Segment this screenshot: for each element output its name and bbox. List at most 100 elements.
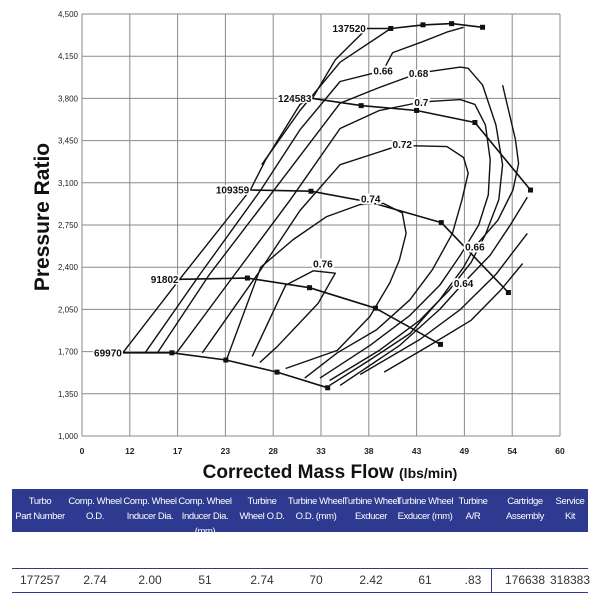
speed-line-marker (372, 305, 378, 311)
table-header-line: O.D. (86, 511, 104, 522)
speed-line-marker (325, 385, 331, 391)
x-tick-label: 17 (173, 446, 183, 456)
surge-line (122, 28, 368, 354)
table-cell: 176638 (504, 573, 546, 587)
table-header-cell: Comp. Wheel Inducer Dia. (mm) (175, 494, 235, 539)
table-header-line: Cartridge (507, 496, 543, 507)
table-header-cell: Turbine Wheel Exducer (mm) (395, 494, 455, 524)
speed-line-marker (274, 369, 280, 375)
table-header-line: Inducer Dia. (126, 511, 174, 522)
efficiency-contour-line (383, 263, 524, 373)
speed-line-marker (308, 188, 314, 194)
x-tick-label: 60 (555, 446, 565, 456)
speed-line-marker (307, 285, 313, 291)
efficiency-label: 0.68 (409, 69, 429, 80)
y-tick-label: 1,350 (58, 390, 79, 399)
table-cell: 2.42 (359, 573, 383, 587)
speed-line-marker (472, 120, 478, 126)
efficiency-contour-0.76 (251, 270, 336, 364)
efficiency-label: 0.66 (373, 67, 393, 78)
speed-line-marker (414, 107, 420, 113)
table-header-line: Turbine (458, 496, 488, 507)
x-tick-label: 54 (507, 446, 517, 456)
efficiency-contour-0.66 (144, 26, 464, 354)
efficiency-contour-0.72 (201, 144, 469, 379)
table-header-line: A/R (465, 511, 481, 522)
table-header-line: Exducer (354, 511, 388, 522)
table-header-cell: Turbine A/R (443, 494, 503, 524)
table-header-line: Inducer Dia. (mm) (181, 511, 229, 537)
y-tick-label: 4,150 (58, 52, 79, 61)
speed-line-marker (367, 199, 373, 205)
speed-line-marker (505, 290, 511, 296)
efficiency-contour-0.64 (339, 196, 528, 386)
table-header-line: Comp. Wheel (123, 496, 177, 507)
table-cell: 2.00 (138, 573, 162, 587)
x-tick-label: 43 (412, 446, 422, 456)
table-row-bottom-border (12, 592, 588, 593)
table-cell: .83 (464, 573, 482, 587)
table-cell: 51 (198, 573, 212, 587)
table-row-top-border (12, 568, 588, 569)
x-tick-label: 49 (460, 446, 470, 456)
speed-line-label: 124583 (278, 94, 312, 105)
y-tick-label: 2,750 (58, 221, 79, 230)
y-tick-label: 1,000 (58, 432, 79, 441)
y-tick-label: 4,500 (58, 10, 79, 19)
efficiency-contour-0.74 (225, 202, 407, 370)
speed-line-marker (449, 21, 455, 27)
speed-line-label: 91802 (151, 275, 179, 286)
efficiency-label: 0.66 (465, 243, 485, 254)
speed-line-marker (420, 22, 426, 28)
x-axis-unit: (lbs/min) (399, 465, 458, 481)
speed-line-marker (528, 187, 534, 193)
table-header-cell: Turbo Part Number (10, 494, 70, 524)
speed-line-marker (358, 103, 364, 109)
compressor-map-chart: 0 12 17 23 28 33 38 43 49 54 60 1,000 1,350 1,700 2,05… (58, 10, 565, 456)
speed-line-124583 (312, 97, 532, 191)
x-tick-label: 28 (268, 446, 278, 456)
table-cell: 2.74 (83, 573, 107, 587)
table-header-line: Turbine Wheel (396, 496, 454, 507)
y-tick-label: 2,400 (58, 263, 79, 272)
efficiency-contour-0.66 (329, 84, 520, 386)
y-axis-title: Pressure Ratio (31, 142, 54, 292)
table-header-cell: Turbine Wheel O.D. (232, 494, 292, 524)
table-header-line: Comp. Wheel (178, 496, 232, 507)
y-tick-label: 1,700 (58, 348, 79, 357)
speed-line-marker (388, 25, 394, 31)
table-cell: 70 (309, 573, 323, 587)
x-tick-label: 12 (125, 446, 135, 456)
efficiency-contour-line (359, 232, 528, 376)
table-header-line: O.D. (mm) (295, 511, 337, 522)
table-header-line: Service (555, 496, 585, 507)
table-cell: 318383 (549, 573, 591, 587)
speed-line-marker (438, 220, 444, 226)
table-header-line: Turbo (28, 496, 52, 507)
table-header-cell: Cartridge Assembly (495, 494, 555, 524)
y-tick-label: 2,050 (58, 305, 79, 314)
x-axis-title-text: Corrected Mass Flow (202, 462, 394, 483)
table-cell: 61 (418, 573, 432, 587)
table-header-cell: Service Kit (540, 494, 600, 524)
efficiency-label: 0.7 (414, 98, 428, 109)
x-tick-label: 38 (364, 446, 374, 456)
table-column-separator (491, 568, 492, 592)
table-header-cell: Turbine Wheel O.D. (mm) (286, 494, 346, 524)
speed-line-label: 69970 (94, 348, 122, 359)
x-axis-title: Corrected Mass Flow (lbs/min) (0, 462, 600, 484)
table-header-line: Assembly (506, 511, 544, 522)
efficiency-contour-0.7 (176, 98, 491, 379)
y-tick-label: 3,450 (58, 137, 79, 146)
table-header-cell: Comp. Wheel O.D. (65, 494, 125, 524)
y-tick-label: 3,800 (58, 94, 79, 103)
table-header-line: Comp. Wheel (68, 496, 122, 507)
specs-table-header: Turbo Part Number Comp. Wheel O.D. Comp. Whe… (10, 489, 588, 537)
speed-line-marker (169, 350, 175, 356)
table-cell: 2.74 (250, 573, 274, 587)
table-header-line: Turbine Wheel (342, 496, 400, 507)
table-header-cell: Comp. Wheel Inducer Dia. (120, 494, 180, 524)
x-tick-label: 0 (80, 446, 85, 456)
efficiency-contour-0.68 (156, 66, 504, 382)
